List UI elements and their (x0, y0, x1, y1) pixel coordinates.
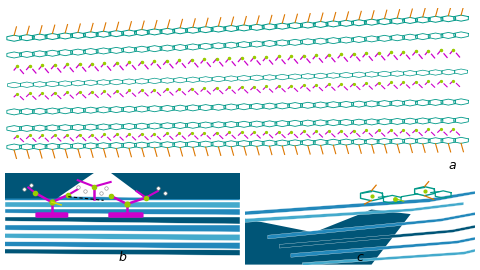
Polygon shape (5, 196, 240, 200)
FancyBboxPatch shape (36, 212, 68, 218)
Polygon shape (5, 225, 240, 232)
Polygon shape (5, 209, 240, 215)
Polygon shape (291, 237, 475, 257)
Polygon shape (5, 233, 240, 241)
Polygon shape (5, 249, 240, 255)
Text: b: b (119, 251, 126, 264)
Polygon shape (5, 173, 94, 198)
Text: a: a (449, 159, 456, 172)
Text: c: c (357, 251, 363, 264)
Polygon shape (5, 217, 240, 224)
Polygon shape (5, 242, 240, 249)
Polygon shape (279, 225, 475, 248)
Polygon shape (245, 210, 411, 265)
Polygon shape (302, 249, 475, 265)
Polygon shape (110, 173, 240, 198)
Polygon shape (268, 212, 475, 239)
Polygon shape (245, 202, 464, 222)
Polygon shape (5, 202, 240, 208)
Polygon shape (245, 191, 475, 215)
FancyBboxPatch shape (108, 212, 144, 218)
